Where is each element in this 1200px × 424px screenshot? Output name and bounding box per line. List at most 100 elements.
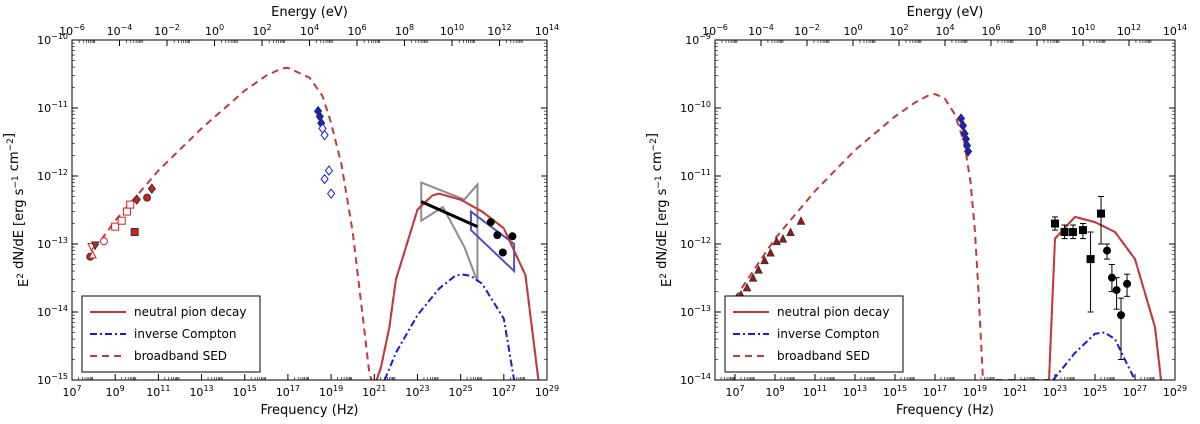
data-point — [1117, 311, 1126, 320]
y-tick-label: 10−11 — [37, 100, 68, 115]
x-tick-label: 1027 — [1123, 384, 1147, 399]
x-tick-label: 1011 — [803, 384, 827, 399]
data-point — [130, 228, 139, 237]
x-tick-label: 1013 — [189, 384, 213, 399]
data-point — [99, 237, 108, 246]
x-tick-label: 1017 — [923, 384, 947, 399]
right-sed-panel: 107 109 1011 1013 1015 1017 1019 1021 1023 1025 10… — [645, 5, 1187, 418]
legend-label: neutral pion decay — [777, 305, 890, 319]
top-tick-label: 108 — [1027, 23, 1046, 38]
top-tick-label: 100 — [205, 23, 224, 38]
data-point — [126, 200, 135, 209]
plot-area — [732, 93, 1162, 380]
data-point — [1103, 246, 1112, 255]
x-tick-label: 1029 — [1163, 384, 1187, 399]
data-point — [1078, 226, 1087, 235]
top-axis-title: Energy (eV) — [907, 5, 984, 20]
y-tick-label: 10−13 — [37, 236, 68, 251]
top-tick-label: 1012 — [1117, 23, 1141, 38]
data-point — [493, 231, 502, 240]
x-tick-label: 1021 — [1003, 384, 1027, 399]
top-tick-label: 1010 — [1071, 23, 1095, 38]
series-inverse-Compton — [383, 273, 516, 380]
x-tick-label: 1025 — [1083, 384, 1107, 399]
legend-label: neutral pion decay — [134, 305, 247, 319]
legend-label: inverse Compton — [134, 327, 237, 341]
data-point — [147, 183, 156, 195]
data-point — [486, 218, 495, 227]
top-tick-label: 10−4 — [748, 23, 774, 38]
top-tick-label: 102 — [889, 23, 908, 38]
data-point — [117, 216, 126, 225]
x-tick-label: 1023 — [405, 384, 429, 399]
y-axis-title: E2 dN/dE [erg s−1 cm−2] — [2, 133, 32, 287]
series-neutral-pion-decay — [1048, 215, 1162, 380]
data-point — [90, 241, 100, 251]
fermi-fit-line — [420, 200, 479, 229]
data-point — [796, 216, 806, 225]
y-tick-label: 10−10 — [680, 100, 711, 115]
y-tick-label: 10−11 — [680, 168, 711, 183]
data-point — [508, 232, 517, 241]
data-point — [498, 248, 507, 257]
y-axis-title: E2 dN/dE [erg s−1 cm−2] — [645, 133, 675, 287]
top-tick-label: 106 — [347, 23, 366, 38]
plot-frame — [71, 39, 548, 381]
data-point — [320, 129, 329, 141]
plot-area — [86, 66, 540, 380]
data-point — [778, 233, 788, 243]
series-neutral-pion-decay — [375, 192, 540, 380]
data-point — [324, 165, 334, 176]
data-point — [88, 249, 97, 259]
data-point — [1123, 279, 1132, 288]
top-axis-title: Energy (eV) — [271, 5, 348, 20]
top-tick-label: 104 — [935, 23, 954, 38]
top-tick-label: 10−2 — [794, 23, 820, 38]
data-point — [1060, 228, 1069, 237]
left-sed-panel: 107 109 1011 1013 1015 1017 1019 1021 1023 1025 10… — [2, 5, 559, 418]
data-point — [748, 273, 758, 282]
data-point — [1086, 255, 1095, 264]
x-tick-label: 109 — [106, 384, 125, 399]
data-point — [958, 120, 968, 131]
x-tick-label: 107 — [725, 384, 744, 399]
y-tick-label: 10−12 — [680, 236, 711, 251]
data-point — [766, 247, 775, 257]
top-tick-label: 1014 — [535, 23, 559, 38]
legend-label: broadband SED — [134, 349, 227, 363]
top-tick-label: 104 — [300, 23, 319, 38]
data-point — [772, 236, 781, 246]
data-point — [320, 173, 329, 185]
data-point — [132, 194, 141, 205]
y-tick-label: 10−13 — [680, 304, 711, 319]
data-point — [742, 282, 752, 292]
top-tick-label: 10−4 — [107, 23, 133, 38]
x-tick-label: 1025 — [449, 384, 473, 399]
x-tick-label: 1015 — [883, 384, 907, 399]
data-point — [111, 222, 120, 231]
data-point — [122, 207, 131, 216]
top-tick-label: 1010 — [440, 23, 464, 38]
top-tick-label: 10−6 — [702, 23, 728, 38]
plot-frame — [714, 39, 1176, 381]
x-tick-label: 1023 — [1043, 384, 1067, 399]
top-tick-label: 10−6 — [59, 23, 85, 38]
x-tick-label: 109 — [765, 384, 784, 399]
y-tick-label: 10−14 — [680, 372, 711, 387]
data-point — [326, 188, 336, 199]
series-inverse-Compton — [1052, 331, 1136, 380]
data-point — [143, 193, 152, 202]
top-tick-label: 10−2 — [154, 23, 180, 38]
x-tick-label: 107 — [62, 384, 81, 399]
x-tick-label: 1017 — [276, 384, 300, 399]
legend: neutral pion decay inverse Compton broadba… — [724, 295, 904, 373]
data-point — [1051, 219, 1059, 228]
top-tick-label: 1014 — [1163, 23, 1187, 38]
y-tick-label: 10−15 — [37, 372, 68, 387]
data-point — [1069, 228, 1078, 237]
data-point — [786, 227, 795, 237]
top-tick-label: 106 — [981, 23, 1000, 38]
data-point — [1112, 286, 1121, 295]
top-tick-label: 1012 — [487, 23, 511, 38]
legend-label: inverse Compton — [777, 327, 880, 341]
